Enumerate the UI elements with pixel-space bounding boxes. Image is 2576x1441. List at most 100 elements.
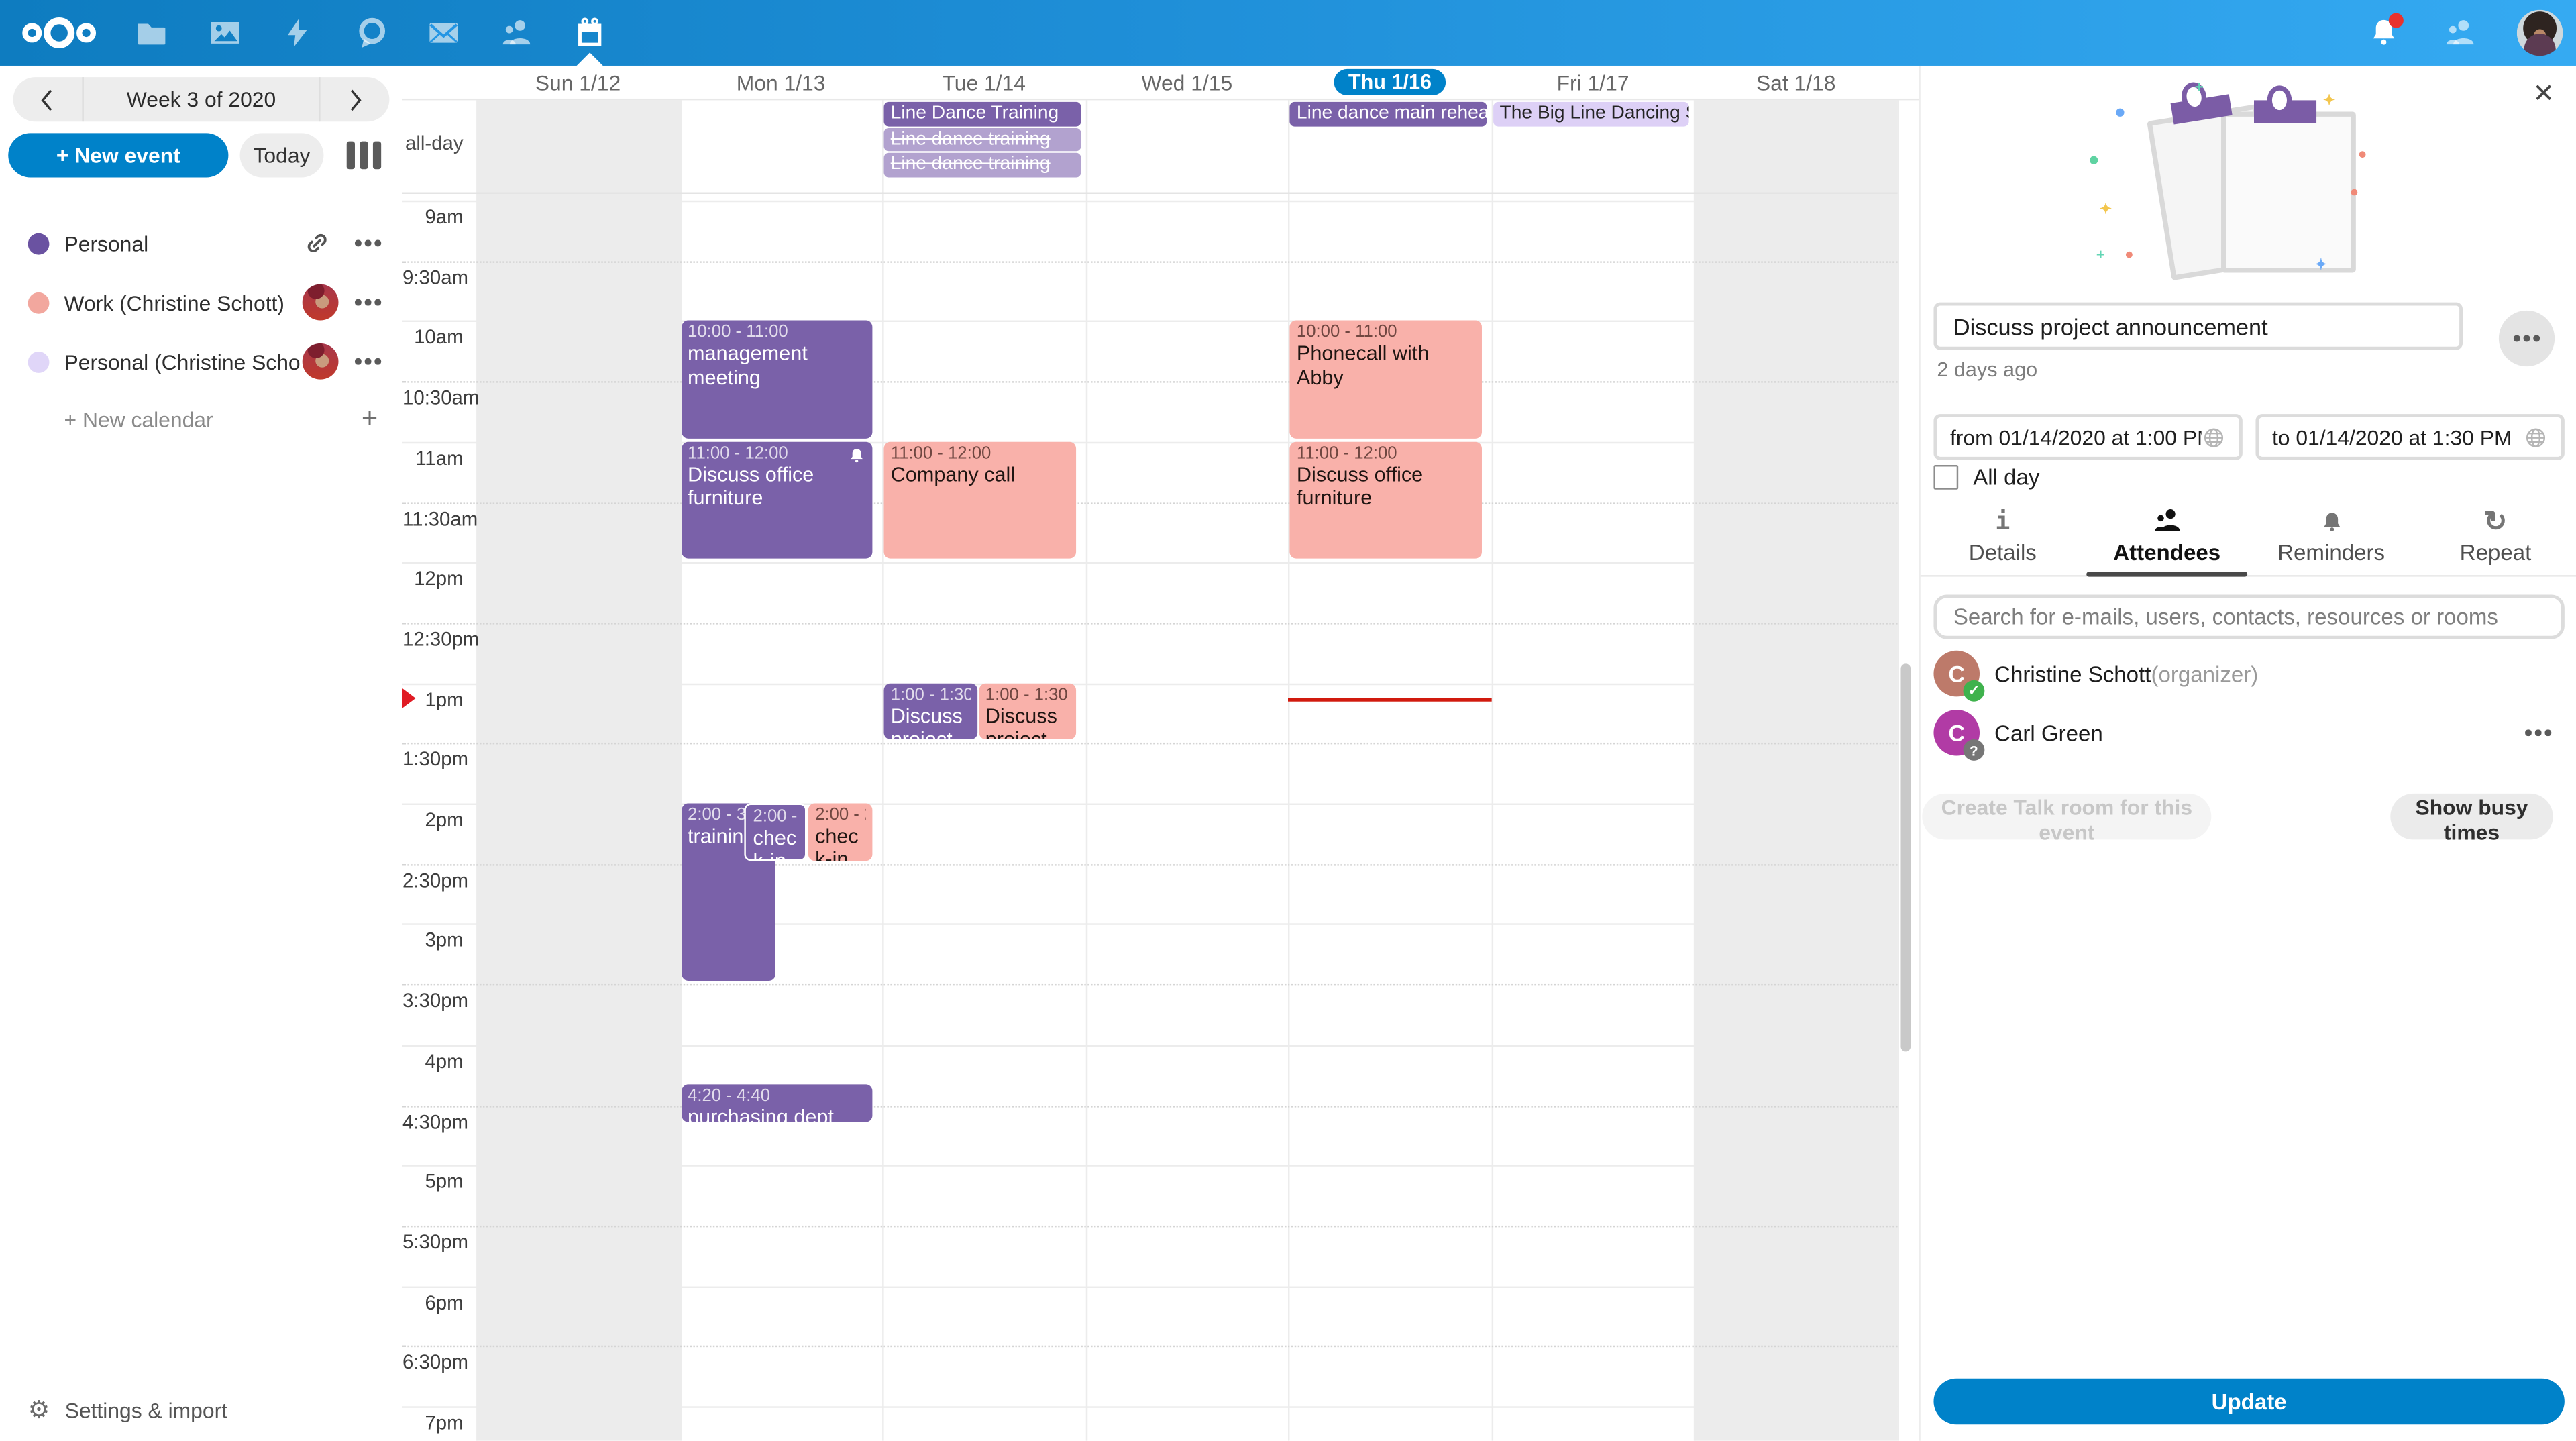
half-hour-line (402, 984, 1898, 986)
calendar-event[interactable]: 11:00 - 12:00 Discuss office furniture (1290, 441, 1482, 559)
time-axis-label: 5:30pm (402, 1230, 469, 1254)
today-button[interactable]: Today (239, 133, 324, 178)
contacts-menu-icon[interactable] (2443, 16, 2477, 49)
all-day-checkbox[interactable] (1933, 465, 1959, 490)
event-title: check-in (753, 826, 797, 859)
tab-repeat[interactable]: ↻ Repeat (2414, 506, 2576, 575)
attendee-avatar: C ✓ (1933, 650, 1985, 702)
time-axis-label: 1:30pm (402, 748, 469, 771)
time-axis-label: 10:30am (402, 386, 480, 410)
user-avatar[interactable] (2516, 9, 2563, 56)
calendar-list-item[interactable]: Personal (0, 223, 402, 263)
attendee-search-input[interactable] (1933, 594, 2565, 639)
hour-line (402, 1406, 1898, 1408)
attendee-menu-icon[interactable] (2525, 729, 2552, 736)
update-button[interactable]: Update (1933, 1378, 2565, 1425)
calendar-menu-icon[interactable] (355, 240, 382, 246)
more-actions-button[interactable] (2498, 310, 2555, 367)
day-header[interactable]: Mon 1/13 (736, 70, 826, 95)
tab-details[interactable]: i Details (1921, 506, 2085, 575)
calendar-event[interactable]: 2:00 - 2:30check-in (745, 803, 807, 861)
half-hour-line (402, 1104, 1898, 1107)
tab-attendees[interactable]: Attendees (2085, 506, 2249, 575)
half-hour-line (402, 622, 1898, 625)
day-header[interactable]: Sun 1/12 (535, 70, 621, 95)
calendar-color-dot (28, 232, 50, 254)
column-separator (1288, 65, 1291, 1441)
activity-app-icon[interactable] (261, 0, 333, 66)
reminder-bell-icon (848, 447, 866, 465)
calendar-list-item[interactable]: Personal (Christine Scho… (0, 341, 402, 381)
calendar-event[interactable]: 10:00 - 11:00 Phonecall with Abby (1290, 321, 1482, 439)
timezone-globe-icon[interactable] (2202, 425, 2226, 449)
calendar-event[interactable]: 11:00 - 12:00 Discuss office furniture (681, 441, 873, 559)
files-app-icon[interactable] (115, 0, 187, 66)
calendar-event[interactable]: 4:20 - 4:40 purchasing dept (681, 1084, 873, 1122)
column-separator (882, 65, 884, 1441)
event-time: 11:00 - 12:00 (688, 443, 788, 464)
column-separator (1694, 65, 1697, 1441)
calendar-menu-icon[interactable] (355, 358, 382, 365)
event-title: Phonecall with Abby (1296, 342, 1430, 389)
calendar-list-item[interactable]: Work (Christine Schott) (0, 282, 402, 322)
contacts-app-icon[interactable] (480, 0, 553, 66)
current-day-pill: Thu 1/16 (1333, 68, 1447, 96)
tab-label: Details (1968, 540, 2037, 566)
previous-week-button[interactable] (13, 77, 84, 122)
bell-icon (2319, 506, 2344, 535)
close-icon[interactable]: ✕ (2532, 81, 2555, 109)
column-separator (679, 65, 682, 1441)
timezone-globe-icon[interactable] (2524, 425, 2548, 449)
new-event-button[interactable]: + New event (8, 133, 229, 178)
column-separator (1491, 65, 1493, 1441)
new-calendar-button[interactable]: + New calendar + (0, 399, 402, 439)
all-day-option: All day (1933, 465, 2039, 490)
share-link-icon[interactable] (303, 228, 332, 258)
event-time: 11:00 - 12:00 (1296, 443, 1397, 464)
event-title-input[interactable] (1933, 302, 2463, 350)
all-day-divider (402, 192, 1898, 194)
time-axis-label: 11am (415, 446, 464, 470)
calendar-event[interactable]: 10:00 - 11:00 management meeting (681, 321, 873, 439)
calendar-event[interactable]: 1:00 - 1:30 Discuss project (978, 682, 1076, 740)
all-day-event[interactable]: The Big Line Dancing Show (1493, 101, 1690, 126)
tab-reminders[interactable]: Reminders (2249, 506, 2414, 575)
create-talk-room-button[interactable]: Create Talk room for this event (1922, 793, 2212, 845)
hour-line (402, 200, 1898, 203)
day-header[interactable]: Fri 1/17 (1556, 70, 1629, 95)
view-switcher-icon[interactable] (346, 141, 383, 170)
show-busy-times-button[interactable]: Show busy times (2390, 793, 2553, 845)
all-day-event[interactable]: Line Dance Training (883, 101, 1081, 126)
all-day-event[interactable]: Line dance training (883, 127, 1081, 152)
calendar-event[interactable]: 2:00 - 2:30check-in (808, 803, 873, 861)
end-datetime-field[interactable]: to 01/14/2020 at 1:30 PM (2255, 414, 2565, 460)
all-day-event[interactable]: Line dance main rehearsal (1290, 101, 1487, 126)
vertical-scrollbar[interactable] (1900, 663, 1911, 1052)
mail-app-icon[interactable] (407, 0, 480, 66)
day-header[interactable]: Thu 1/16 (1289, 66, 1492, 99)
calendar-app-icon[interactable] (553, 0, 626, 66)
all-day-label: All day (1973, 465, 2040, 490)
next-week-button[interactable] (319, 77, 389, 122)
left-sidebar: Week 3 of 2020 + New event Today Persona… (0, 65, 403, 1441)
calendar-color-dot (28, 291, 50, 313)
day-header[interactable]: Tue 1/14 (942, 70, 1026, 95)
day-header[interactable]: Sat 1/18 (1756, 70, 1836, 95)
calendar-event[interactable]: 11:00 - 12:00 Company call (883, 441, 1076, 559)
all-day-event[interactable]: Line dance training (883, 153, 1081, 178)
calendar-menu-icon[interactable] (355, 299, 382, 306)
half-hour-line (402, 260, 1898, 263)
settings-import-button[interactable]: ⚙ Settings & import (0, 1393, 402, 1426)
start-datetime-field[interactable]: from 01/14/2020 at 1:00 PM (1933, 414, 2243, 460)
talk-app-icon[interactable] (334, 0, 407, 66)
day-header[interactable]: Wed 1/15 (1141, 70, 1233, 95)
attendee-row: C? Carl Green (1933, 709, 2564, 761)
nextcloud-logo-icon[interactable] (19, 13, 99, 53)
tab-label: Repeat (2459, 540, 2532, 566)
photos-app-icon[interactable] (188, 0, 260, 66)
calendar-owner-avatar (303, 284, 339, 321)
notifications-bell-icon[interactable] (2367, 13, 2404, 49)
time-axis-label: 2:30pm (402, 868, 469, 892)
settings-label: Settings & import (64, 1397, 228, 1422)
